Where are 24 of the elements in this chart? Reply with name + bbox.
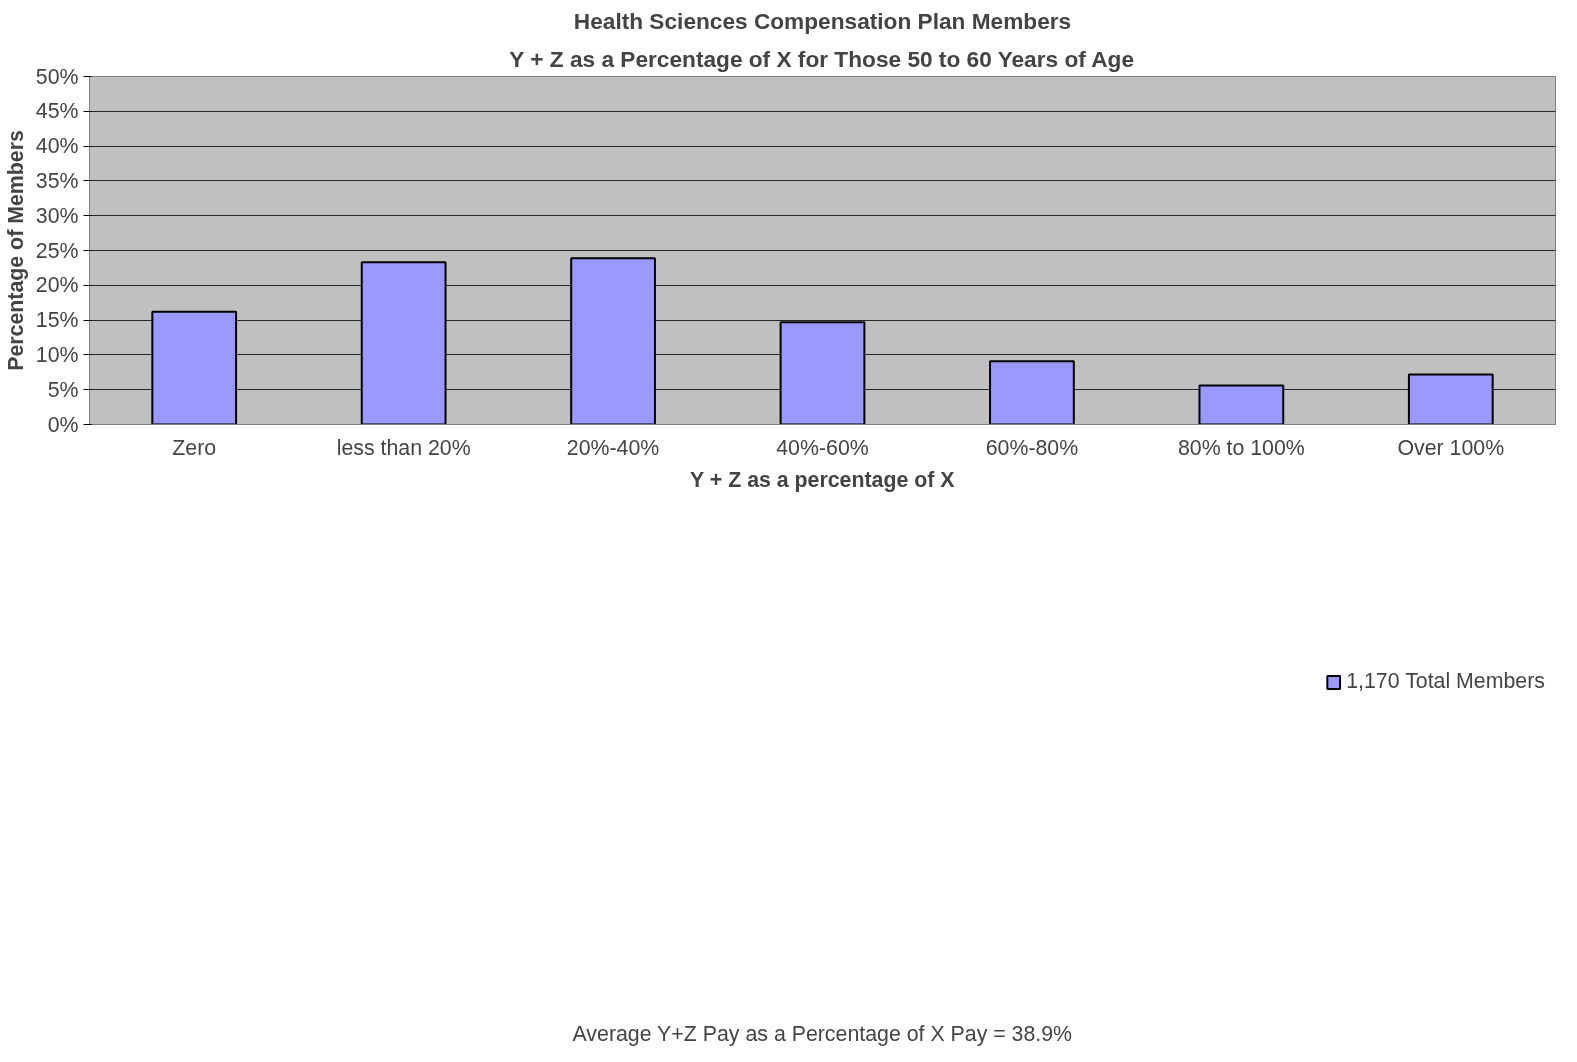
- y-tick-label: 15%: [35, 308, 79, 333]
- y-axis-title: Percentage of Members: [3, 130, 28, 371]
- x-tick-label: less than 20%: [336, 435, 471, 460]
- y-tick-label: 5%: [47, 377, 79, 402]
- y-tick-label: 10%: [35, 342, 79, 367]
- x-tick-label: 40%-60%: [776, 435, 869, 460]
- y-tick-label: 20%: [35, 273, 79, 298]
- y-tick-label: 25%: [35, 238, 79, 263]
- y-tick-label: 40%: [35, 134, 79, 159]
- y-tick-label: 35%: [35, 168, 79, 193]
- x-tick-label: 80% to 100%: [1177, 435, 1305, 460]
- x-tick-label: Over 100%: [1397, 435, 1505, 460]
- x-tick-label: 20%-40%: [566, 435, 660, 460]
- legend-label: 1,170 Total Members: [1346, 669, 1545, 694]
- x-axis-title: Y + Z as a percentage of X: [690, 467, 956, 492]
- y-tick-label: 50%: [35, 64, 79, 89]
- chart-subtitle: Y + Z as a Percentage of X for Those 50 to 60 Years of Age: [509, 45, 1135, 72]
- text: Average Y+Z Pay as a Percentage of X Pay = 38.9%: [572, 1021, 1073, 1046]
- y-tick-label: 45%: [35, 99, 79, 124]
- x-tick-label: 60%-80%: [985, 435, 1079, 460]
- chart-title: Health Sciences Compensation Plan Members: [573, 7, 1072, 34]
- x-tick-label: Zero: [172, 435, 217, 460]
- y-tick-label: 0%: [47, 412, 79, 437]
- y-tick-label: 30%: [35, 203, 79, 228]
